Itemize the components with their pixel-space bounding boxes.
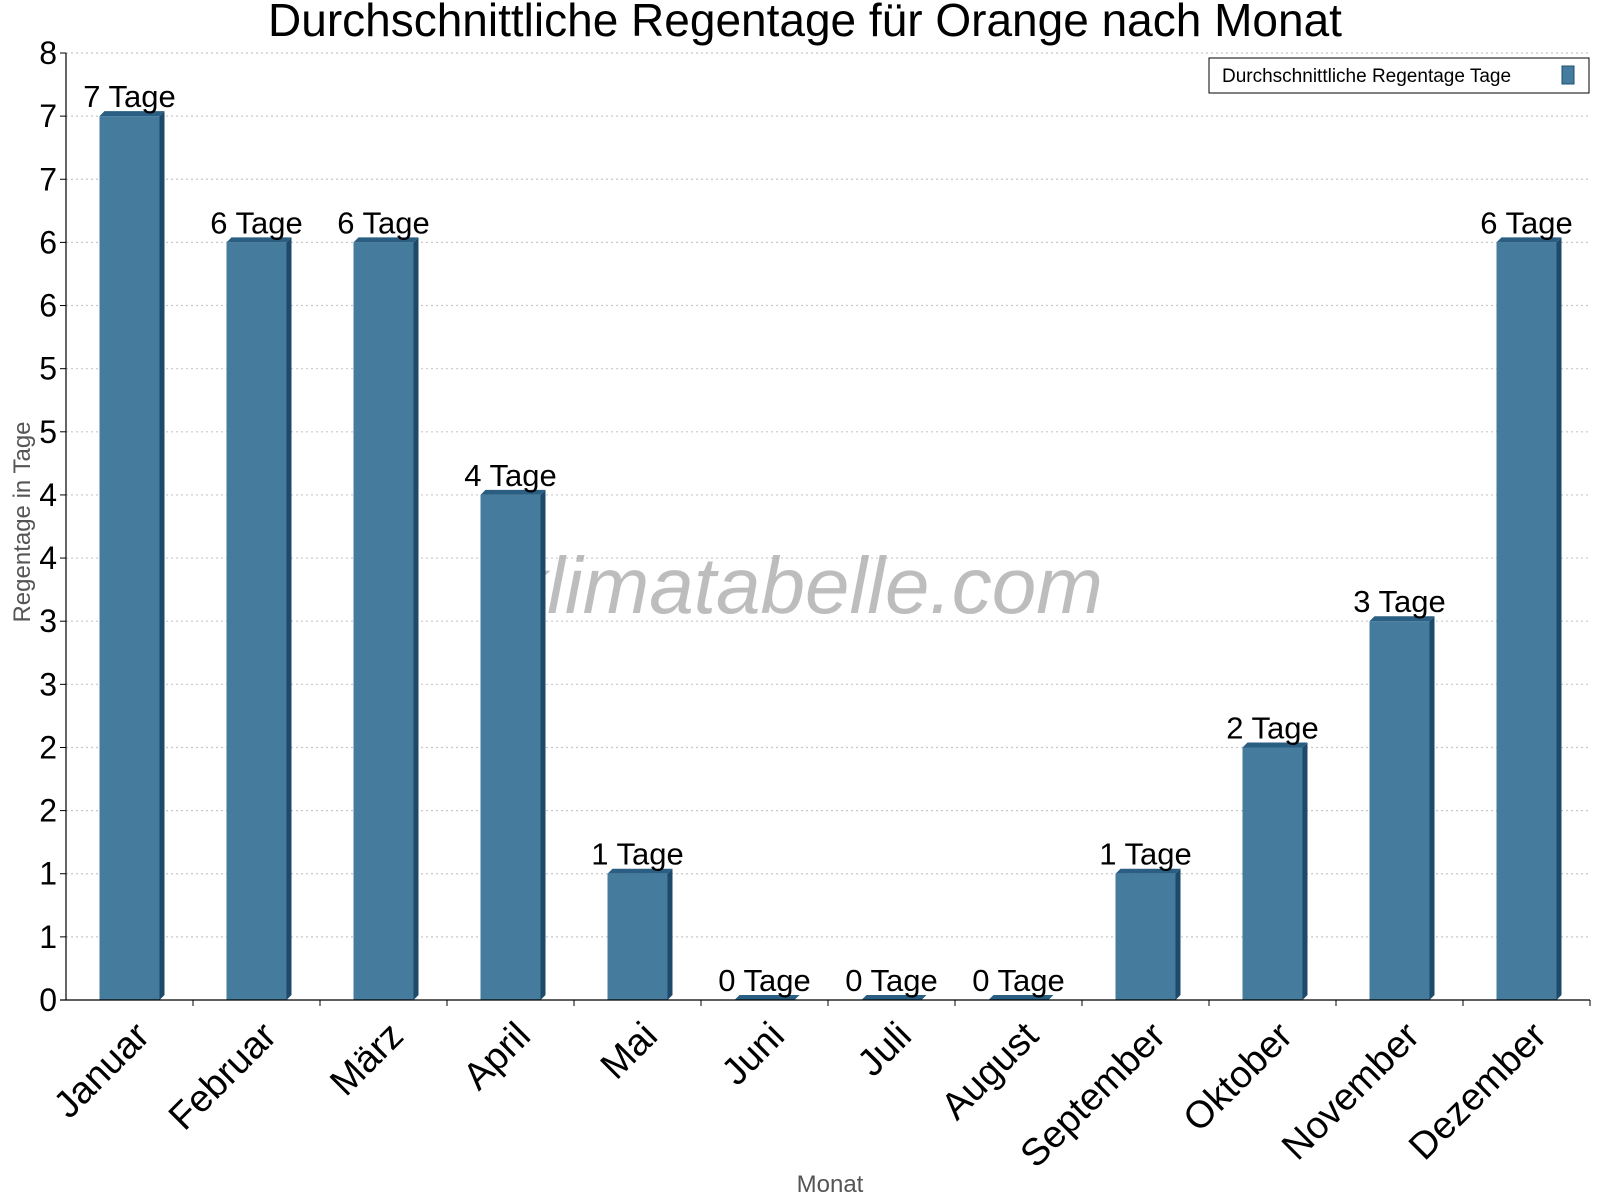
bar-side	[540, 489, 546, 1000]
bar-side	[1429, 616, 1435, 1000]
y-tick-label: 4	[39, 477, 57, 513]
bar	[480, 494, 541, 1000]
data-label: 7 Tage	[83, 79, 176, 114]
bar-side	[159, 111, 165, 1001]
legend-swatch	[1561, 65, 1575, 85]
y-tick-label: 8	[39, 35, 57, 71]
x-tick-label: Juli	[850, 1015, 920, 1085]
y-tick-label: 4	[39, 540, 57, 576]
bar	[226, 242, 287, 1000]
y-tick-label: 0	[39, 982, 57, 1018]
y-tick-label: 1	[39, 919, 57, 955]
data-label: 4 Tage	[464, 458, 557, 493]
bar-top	[1115, 868, 1181, 874]
legend: Durchschnittliche Regentage Tage	[1208, 57, 1590, 94]
data-label: 3 Tage	[1353, 584, 1446, 619]
data-label: 0 Tage	[972, 963, 1065, 998]
x-tick-label: Februar	[161, 1014, 285, 1138]
x-tick-label: Oktober	[1176, 1014, 1302, 1140]
bar-side	[286, 237, 292, 1000]
x-tick-label: Dezember	[1401, 1014, 1555, 1168]
bar	[1496, 242, 1557, 1000]
y-tick-label: 6	[39, 224, 57, 260]
y-tick-label: 7	[39, 98, 57, 134]
legend-box	[1208, 57, 1590, 94]
x-axis-title: Monat	[797, 1171, 864, 1198]
bar-side	[1302, 742, 1308, 1000]
y-tick-label: 3	[39, 666, 57, 702]
bar	[1242, 747, 1303, 1000]
y-tick-label: 2	[39, 793, 57, 829]
bar-top	[734, 995, 800, 1000]
grid-lines	[66, 52, 1590, 938]
bar	[1115, 873, 1176, 1000]
bar-top	[99, 111, 165, 117]
bar-top	[607, 868, 673, 874]
bar	[353, 242, 414, 1000]
bar-top	[1242, 742, 1308, 748]
bar-top	[861, 995, 927, 1000]
y-axis-ticks: 0 1 1 2 2 3 3 4 4 5 5 6 6 7 7 8	[39, 35, 66, 1018]
data-label: 6 Tage	[210, 205, 303, 240]
x-tick-label: März	[322, 1015, 411, 1104]
data-label: 0 Tage	[718, 963, 811, 998]
x-tick-label: August	[934, 1014, 1048, 1128]
x-tick-label: April	[455, 1015, 538, 1098]
data-label: 1 Tage	[591, 837, 684, 872]
legend-label: Durchschnittliche Regentage Tage	[1222, 66, 1511, 87]
y-tick-label: 7	[39, 161, 57, 197]
bar-top	[988, 995, 1054, 1000]
y-tick-label: 3	[39, 603, 57, 639]
y-tick-label: 5	[39, 414, 57, 450]
bars	[99, 111, 1562, 1001]
bar-top	[1496, 237, 1562, 243]
bar-side	[413, 237, 419, 1000]
x-axis-ticks: Januar Februar März April Mai Juni Juli AugustS…	[46, 1000, 1591, 1176]
bar	[607, 873, 668, 1000]
bar-side	[1175, 868, 1181, 1000]
y-tick-label: 2	[39, 729, 57, 765]
y-tick-label: 1	[39, 856, 57, 892]
bar-top	[226, 237, 292, 243]
data-label: 6 Tage	[337, 205, 430, 240]
y-tick-label: 6	[39, 288, 57, 324]
bar	[99, 116, 160, 1001]
watermark: klimatabelle.com	[507, 541, 1103, 630]
axes	[60, 53, 1590, 1001]
data-label: 2 Tage	[1226, 710, 1319, 745]
y-axis-title: Regentage in Tage	[9, 421, 36, 622]
x-tick-label: Mai	[593, 1015, 666, 1088]
data-labels: 7 Tage 6 Tage 6 Tage 4 Tage 1 Tage 0 Tage 0 Ta…	[83, 79, 1573, 998]
data-label: 1 Tage	[1099, 837, 1192, 872]
y-tick-label: 5	[39, 351, 57, 387]
data-label: 0 Tage	[845, 963, 938, 998]
bar	[1369, 621, 1430, 1000]
bar-top	[1369, 616, 1435, 622]
bar-top	[353, 237, 419, 243]
data-label: 6 Tage	[1480, 205, 1573, 240]
bar-side	[667, 868, 673, 1000]
x-tick-label: Januar	[46, 1014, 158, 1126]
bar-side	[1556, 237, 1562, 1000]
chart-title: Durchschnittliche Regentage für Orange n…	[268, 0, 1342, 46]
x-tick-label: November	[1274, 1014, 1428, 1168]
x-tick-label: Juni	[714, 1015, 793, 1094]
bar-top	[480, 489, 546, 495]
